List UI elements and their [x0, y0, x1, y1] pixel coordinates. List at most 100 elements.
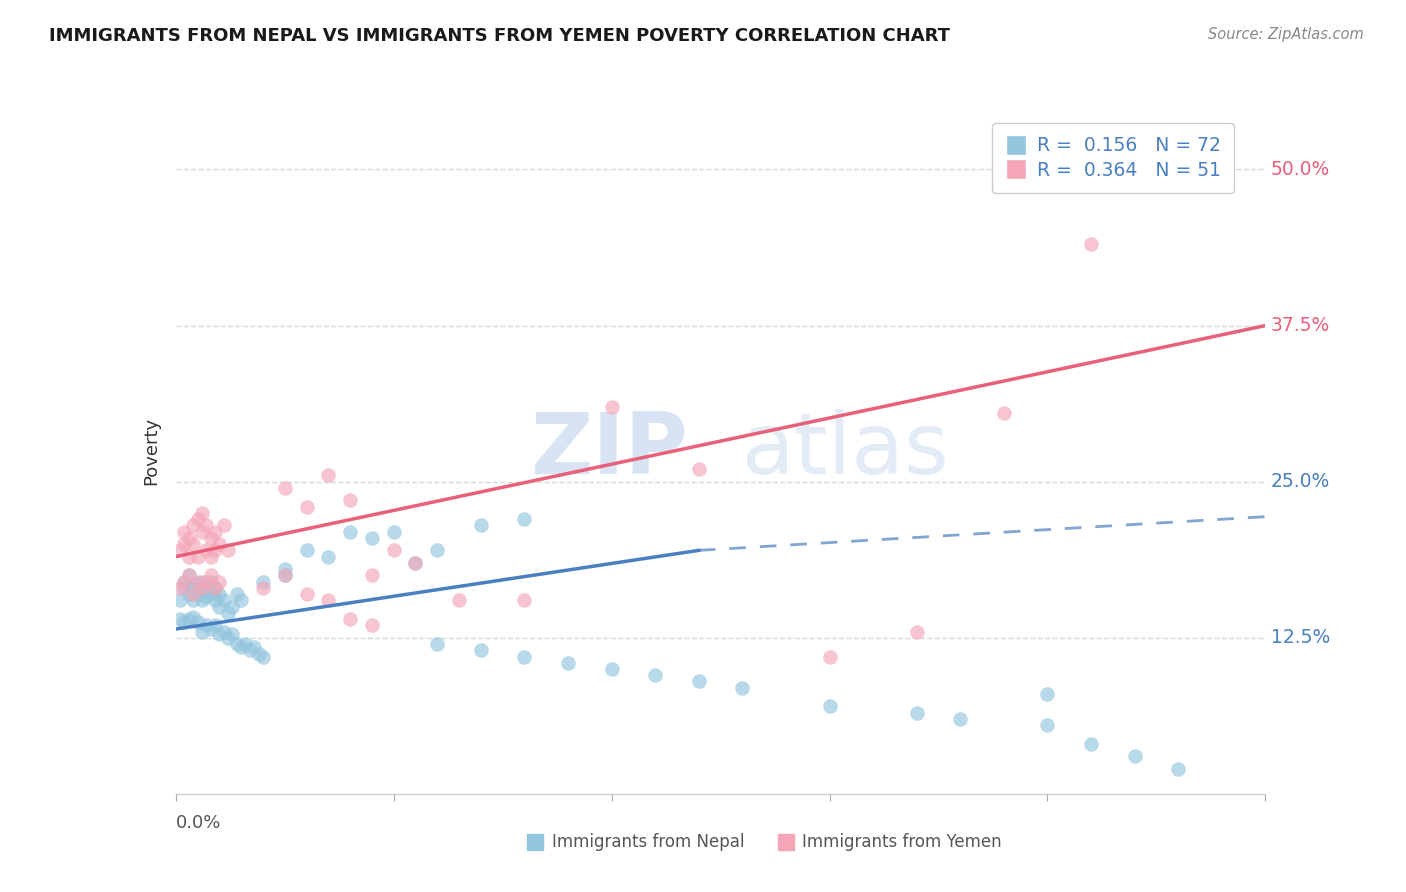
Point	[818, 649, 841, 664]
Point	[360, 568, 382, 582]
Text: Immigrants from Yemen: Immigrants from Yemen	[803, 833, 1002, 851]
Point	[204, 581, 226, 595]
Point	[195, 543, 218, 558]
Point	[225, 587, 247, 601]
Point	[186, 512, 209, 526]
Point	[217, 543, 239, 558]
Text: 12.5%: 12.5%	[1271, 628, 1330, 648]
Point	[195, 618, 218, 632]
Point	[274, 568, 297, 582]
Point	[208, 537, 231, 551]
Point	[186, 587, 209, 601]
Point	[731, 681, 754, 695]
Point	[1080, 237, 1102, 252]
Point	[177, 568, 200, 582]
Point	[243, 640, 266, 654]
Point	[200, 531, 222, 545]
Point	[295, 500, 318, 514]
Point	[818, 699, 841, 714]
Point	[173, 574, 195, 589]
Point	[186, 574, 209, 589]
Point	[208, 574, 231, 589]
Point	[318, 549, 340, 564]
Point	[191, 581, 214, 595]
Point	[177, 587, 200, 601]
Point	[295, 543, 318, 558]
Text: Source: ZipAtlas.com: Source: ZipAtlas.com	[1208, 27, 1364, 42]
Point	[186, 549, 209, 564]
Point	[208, 599, 231, 614]
Point	[200, 574, 222, 589]
Point	[426, 543, 449, 558]
Point	[181, 609, 204, 624]
Text: IMMIGRANTS FROM NEPAL VS IMMIGRANTS FROM YEMEN POVERTY CORRELATION CHART: IMMIGRANTS FROM NEPAL VS IMMIGRANTS FROM…	[49, 27, 950, 45]
Point	[204, 593, 226, 607]
Point	[513, 593, 536, 607]
Point	[204, 581, 226, 595]
Point	[195, 518, 218, 533]
Point	[191, 506, 214, 520]
Point	[1036, 718, 1059, 732]
Text: Immigrants from Nepal: Immigrants from Nepal	[551, 833, 744, 851]
Point	[181, 581, 204, 595]
Point	[426, 637, 449, 651]
Point	[1123, 749, 1146, 764]
Point	[905, 706, 928, 720]
Point	[513, 649, 536, 664]
Point	[231, 593, 253, 607]
Point	[177, 568, 200, 582]
Point	[225, 637, 247, 651]
Point	[221, 599, 243, 614]
Point	[177, 549, 200, 564]
Point	[204, 524, 226, 539]
Point	[405, 556, 427, 570]
Point	[360, 618, 382, 632]
Point	[513, 512, 536, 526]
Point	[382, 524, 405, 539]
Text: 25.0%: 25.0%	[1271, 472, 1330, 491]
Legend: R =  0.156   N = 72, R =  0.364   N = 51: R = 0.156 N = 72, R = 0.364 N = 51	[993, 123, 1234, 194]
Point	[208, 587, 231, 601]
Point	[360, 531, 382, 545]
Point	[217, 606, 239, 620]
Point	[173, 581, 195, 595]
Point	[318, 593, 340, 607]
Text: 37.5%: 37.5%	[1271, 316, 1330, 335]
Point	[177, 531, 200, 545]
Point	[173, 574, 195, 589]
Point	[295, 587, 318, 601]
Point	[173, 615, 195, 629]
Point	[274, 562, 297, 576]
Point	[905, 624, 928, 639]
Point	[195, 583, 218, 598]
Point	[212, 624, 235, 639]
Point	[169, 593, 191, 607]
Point	[252, 581, 274, 595]
Point	[274, 568, 297, 582]
Point	[470, 643, 492, 657]
Point	[181, 587, 204, 601]
Point	[200, 587, 222, 601]
Point	[239, 643, 262, 657]
Point	[186, 615, 209, 629]
Point	[231, 640, 253, 654]
Point	[181, 537, 204, 551]
Point	[221, 627, 243, 641]
Point	[247, 647, 270, 661]
Point	[318, 468, 340, 483]
Point	[169, 581, 191, 595]
Point	[1036, 687, 1059, 701]
Point	[200, 568, 222, 582]
Point	[173, 537, 195, 551]
Point	[191, 593, 214, 607]
Text: ZIP: ZIP	[530, 409, 688, 492]
Point	[173, 524, 195, 539]
Point	[177, 612, 200, 626]
Point	[1080, 737, 1102, 751]
Point	[186, 577, 209, 591]
Point	[339, 524, 361, 539]
Point	[181, 593, 204, 607]
Text: 50.0%: 50.0%	[1271, 160, 1330, 179]
Point	[688, 674, 710, 689]
Point	[208, 627, 231, 641]
